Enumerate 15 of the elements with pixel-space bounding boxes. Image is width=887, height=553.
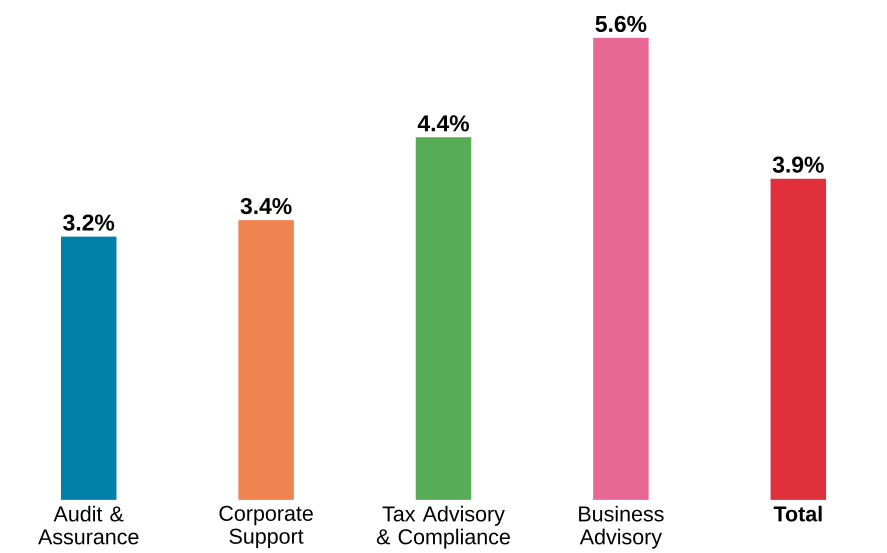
data-label: 4.4%	[418, 115, 469, 132]
bar	[59, 234, 118, 502]
x-tick-label: Business Advisory	[579, 506, 664, 548]
data-label: 3.9%	[772, 156, 824, 173]
x-tick-label: Corporate Support	[219, 506, 313, 548]
data-label: 3.2%	[63, 214, 114, 230]
data-label: 3.4%	[240, 198, 292, 214]
bar	[591, 36, 650, 502]
bar	[414, 135, 473, 502]
x-tick-label: Audit & Assurance	[38, 506, 138, 544]
x-tick-label: Total	[774, 506, 822, 522]
data-label: 5.6%	[596, 16, 646, 32]
x-tick-label: Tax Advisory & Compliance	[376, 506, 510, 548]
bar	[236, 218, 296, 502]
bar	[768, 176, 828, 502]
